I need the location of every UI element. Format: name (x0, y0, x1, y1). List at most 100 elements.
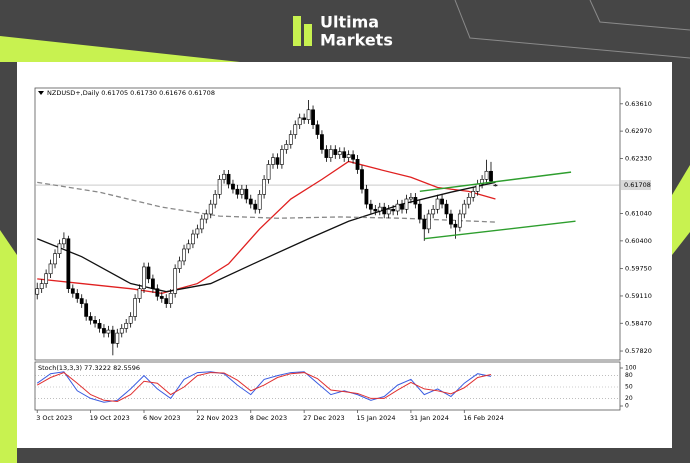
candle-body (119, 328, 124, 334)
candle-body (137, 288, 142, 299)
candle-body (133, 298, 137, 317)
candle-body (417, 203, 422, 220)
stoch-tick-label: 20 (625, 395, 633, 402)
candle-body (102, 328, 106, 334)
candle-body (489, 170, 493, 182)
candle-body (440, 198, 444, 205)
candle-body (360, 169, 364, 190)
candle-body (368, 203, 373, 210)
moving-average (37, 181, 496, 223)
candle-body (164, 298, 169, 304)
y-tick-label: 0.59110 (625, 292, 652, 300)
last-price-box (621, 180, 651, 191)
candle-body (275, 157, 280, 165)
candle-body (79, 298, 84, 304)
x-tick-label: 31 Jan 2024 (410, 414, 449, 422)
brand-name: Markets (320, 31, 393, 50)
candle-body (177, 260, 182, 269)
stoch-tick-label: 50 (625, 384, 633, 391)
x-tick-label: 8 Dec 2023 (250, 414, 287, 422)
candle-body (386, 208, 391, 215)
candle-body (462, 203, 467, 215)
candle-body (271, 157, 275, 165)
candle-body (235, 188, 240, 195)
y-tick-label: 0.62330 (625, 154, 652, 162)
stoch-tick-label: 100 (625, 365, 637, 372)
x-tick-label: 3 Oct 2023 (36, 414, 72, 422)
candle-body (409, 197, 413, 200)
candle-body (35, 288, 40, 295)
candle-body (484, 170, 489, 180)
candle-body (346, 154, 351, 158)
candle-body (395, 203, 400, 212)
price-panel (34, 87, 621, 361)
candle-body (88, 316, 93, 321)
candle-body (142, 266, 146, 289)
candle-body (293, 124, 298, 135)
candle-body (391, 208, 396, 212)
y-tick-label: 0.61040 (625, 210, 652, 218)
trendline (419, 171, 572, 193)
candle-body (453, 223, 458, 228)
candle-body (297, 117, 302, 126)
x-tick-label: 22 Nov 2023 (196, 414, 238, 422)
candle-body (426, 213, 431, 230)
candle-body (364, 188, 369, 205)
logo: Ultima Markets (293, 13, 393, 50)
x-tick-label: 16 Feb 2024 (463, 414, 503, 422)
candle-body (266, 164, 271, 180)
candle-body (435, 198, 440, 210)
candle-body (239, 188, 244, 195)
x-tick-label: 6 Nov 2023 (143, 414, 181, 422)
x-tick-label: 15 Jan 2024 (357, 414, 396, 422)
candle-body (124, 322, 129, 329)
candle-body (471, 191, 476, 198)
candle-body (328, 149, 333, 158)
candle-body (493, 184, 498, 187)
candle-body (449, 213, 453, 225)
candle-body (199, 218, 204, 230)
candle-body (159, 296, 164, 299)
candle-body (355, 159, 360, 170)
candle-body (70, 288, 75, 294)
candle-body (244, 188, 249, 200)
candle-body (44, 273, 49, 284)
candle-body (262, 179, 267, 195)
candle-body (146, 266, 151, 280)
candle-body (39, 283, 44, 289)
candle-body (351, 154, 355, 160)
candle-body (302, 117, 307, 120)
stoch-panel (34, 361, 621, 411)
candle-body (288, 134, 293, 145)
candle-body (231, 183, 235, 190)
candle-body (466, 197, 471, 205)
candle-body (337, 151, 342, 155)
trendline (424, 220, 576, 240)
last-price-label: 0.61708 (624, 181, 651, 189)
x-tick-label: 19 Oct 2023 (90, 414, 130, 422)
y-tick-label: 0.62970 (625, 127, 652, 135)
stoch-header: Stoch(13,3,3) 77.3222 82.5596 (38, 364, 140, 372)
candle-body (97, 322, 102, 329)
symbol-header: NZDUSD+,Daily 0.61705 0.61730 0.61676 0.… (47, 89, 215, 97)
deco-line (454, 0, 690, 59)
candle-body (226, 173, 231, 185)
candle-body (66, 238, 71, 289)
candle-body (173, 268, 178, 294)
candle-body (413, 197, 418, 205)
accent-shape (0, 230, 17, 463)
deco-line (589, 0, 690, 31)
candle-body (93, 319, 97, 324)
candle-body (382, 206, 387, 215)
accent-shape (0, 36, 240, 62)
candle-body (208, 203, 213, 215)
candle-body (53, 253, 57, 265)
candle-body (195, 228, 200, 235)
candle-body (475, 183, 480, 192)
y-tick-label: 0.60400 (625, 237, 652, 245)
candle-body (457, 213, 462, 228)
brand-name: Ultima (320, 13, 379, 32)
stoch-line (36, 371, 492, 402)
candle-body (320, 134, 324, 150)
